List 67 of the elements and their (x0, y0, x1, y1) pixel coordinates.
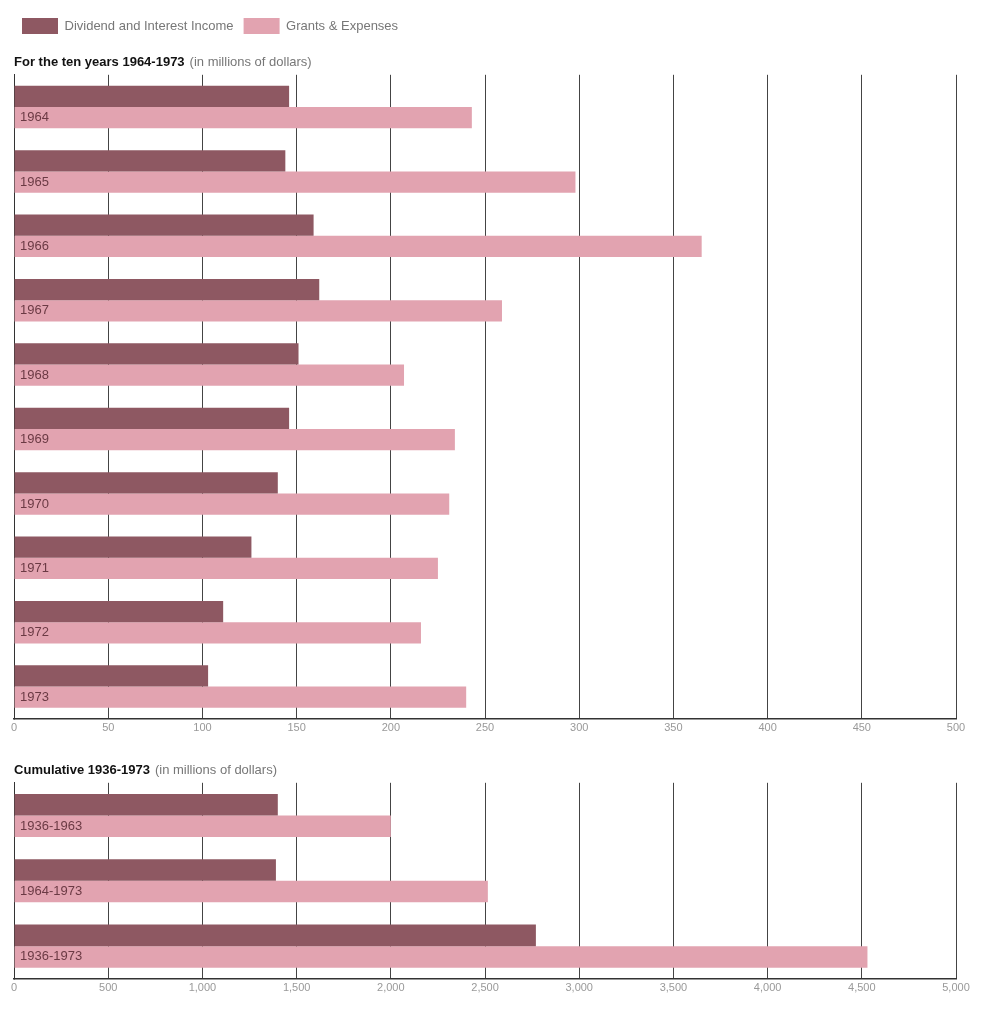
y-tick-label: 1973 (20, 688, 49, 704)
legend-label: Grants & Expenses (286, 17, 399, 33)
x-tick-label: 300 (570, 721, 589, 734)
chart-title: For the ten years 1964-1973 (14, 53, 185, 69)
bar (14, 235, 702, 258)
y-tick-label: 1969 (20, 431, 49, 447)
x-tick-label: 4,000 (753, 981, 782, 994)
chart-subtitle: (in millions of dollars) (189, 53, 312, 69)
bar (14, 407, 290, 429)
y-tick-label: 1936-1963 (20, 817, 83, 833)
bar (14, 622, 421, 644)
y-tick-label: 1971 (20, 560, 49, 575)
y-tick-label: 1972 (20, 624, 49, 640)
chart-subtitle: (in millions of dollars) (154, 761, 278, 777)
x-tick-label: 350 (664, 721, 683, 734)
x-tick-label: 0 (11, 721, 18, 734)
bar (14, 686, 467, 708)
x-tick-label: 250 (475, 721, 495, 734)
legend-label: Dividend and Interest Income (64, 17, 234, 33)
bar (14, 665, 209, 687)
bar (14, 557, 438, 580)
x-tick-label: 50 (102, 721, 115, 734)
y-tick-label: 1970 (20, 495, 49, 511)
bar (14, 815, 391, 838)
bar (14, 600, 224, 623)
x-tick-label: 2,000 (377, 981, 405, 994)
x-tick-label: 3,000 (565, 981, 593, 994)
y-tick-label: 1964-1973 (20, 883, 83, 899)
x-tick-label: 1,000 (188, 981, 217, 994)
x-tick-label: 4,500 (848, 981, 876, 994)
x-tick-label: 450 (852, 721, 871, 734)
bar (14, 472, 278, 494)
bar (14, 85, 290, 107)
bar (14, 880, 488, 903)
x-tick-label: 3,500 (659, 981, 688, 994)
x-tick-label: 0 (11, 981, 18, 994)
x-tick-label: 200 (381, 721, 401, 734)
y-tick-label: 1966 (20, 238, 49, 253)
chart-title: Cumulative 1936-1973 (14, 761, 150, 777)
bar (14, 364, 405, 386)
x-tick-label: 400 (758, 721, 777, 734)
y-tick-label: 1968 (20, 366, 49, 382)
x-tick-label: 2,500 (471, 981, 499, 994)
bar (14, 793, 278, 816)
bar (14, 278, 320, 301)
bar (14, 493, 450, 515)
x-tick-label: 500 (946, 721, 966, 734)
y-tick-label: 1965 (20, 173, 49, 189)
bar (14, 171, 576, 193)
bar (14, 214, 314, 236)
x-tick-label: 100 (193, 721, 212, 734)
y-tick-label: 1967 (20, 302, 49, 318)
y-tick-label: 1936-1973 (20, 948, 83, 964)
bar (14, 536, 252, 558)
x-tick-label: 1,500 (282, 981, 311, 994)
x-tick-label: 150 (287, 721, 306, 734)
bar (14, 150, 286, 172)
bar (14, 924, 536, 947)
bar (14, 300, 502, 322)
bar (14, 429, 455, 451)
bar (14, 946, 868, 968)
bar (14, 343, 299, 365)
bar (14, 859, 276, 881)
y-tick-label: 1964 (20, 109, 49, 125)
x-tick-label: 500 (99, 981, 118, 994)
bar (14, 107, 472, 129)
x-tick-label: 5,000 (942, 981, 970, 994)
